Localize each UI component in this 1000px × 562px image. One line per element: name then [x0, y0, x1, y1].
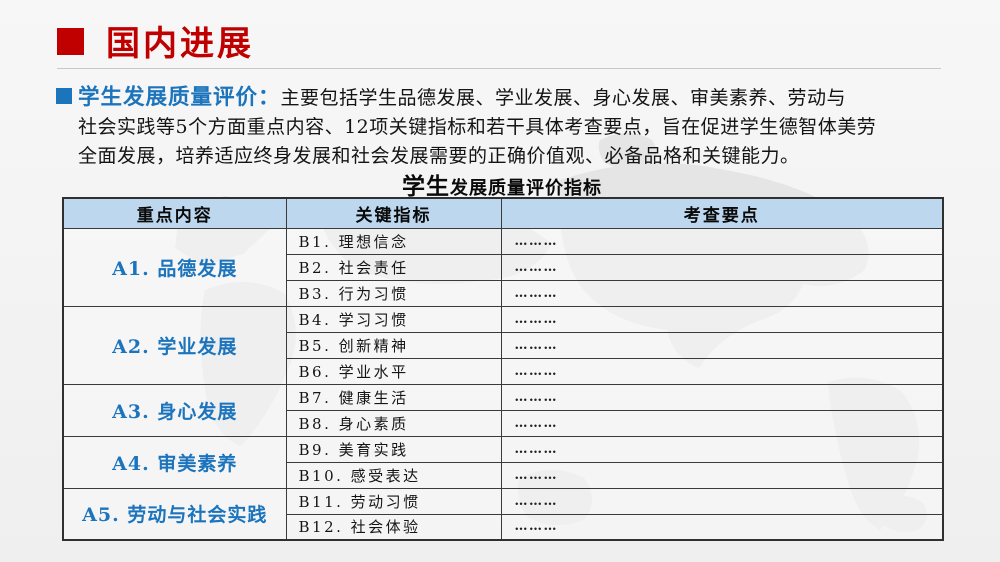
points-cell-b2: ……… — [500, 253, 944, 281]
points-cell-b3: ……… — [500, 279, 944, 307]
indicator-cell-b7: B7. 健康生活 — [285, 383, 502, 411]
intro-lead: 学生发展质量评价： — [78, 85, 281, 109]
table-caption: 学生发展质量评价指标 — [62, 167, 942, 201]
indicator-cell-b3: B3. 行为习惯 — [285, 279, 502, 307]
table-row: A1. 品德发展 B1. 理想信念 ……… — [62, 227, 944, 307]
table-caption-strong: 学生 — [402, 173, 450, 200]
indicator-cell-b12: B12. 社会体验 — [285, 513, 502, 541]
points-cell-b6: ……… — [500, 357, 944, 385]
content-cell-a1: A1. 品德发展 — [62, 227, 287, 307]
page-title: 国内进展 — [106, 25, 254, 63]
content-cell-a5: A5. 劳动与社会实践 — [62, 487, 287, 541]
header-key-indicator: 关键指标 — [285, 197, 502, 229]
header-exam-points: 考查要点 — [500, 197, 944, 229]
square-bullet-icon — [57, 28, 84, 55]
table-row: B12. 社会体验 ……… — [63, 513, 944, 541]
intro-line-3: 全面发展，培养适应终身发展和社会发展需要的正确价值观、必备品格和关键能力。 — [78, 145, 800, 167]
indicator-cell-b5: B5. 创新精神 — [285, 331, 502, 359]
indicator-cell-b11: B11. 劳动习惯 — [285, 487, 502, 515]
intro-paragraph: 学生发展质量评价：主要包括学生品德发展、学业发展、身心发展、审美素养、劳动与 社… — [78, 83, 953, 171]
table-row: A2. 学业发展 B4. 学习习惯 ……… — [62, 305, 944, 385]
intro-line-1: 主要包括学生品德发展、学业发展、身心发展、审美素养、劳动与 — [280, 87, 847, 109]
table-row: B3. 行为习惯 ……… — [63, 279, 944, 307]
intro-line-2: 社会实践等5个方面重点内容、12项关键指标和若干具体考查要点，旨在促进学生德智体… — [78, 116, 877, 138]
indicators-table: 重点内容 关键指标 考查要点 A1. 品德发展 B1. 理想信念 ……… B2.… — [62, 197, 944, 541]
points-cell-b8: ……… — [500, 409, 944, 437]
indicator-cell-b8: B8. 身心素质 — [285, 409, 502, 437]
table-row: A5. 劳动与社会实践 B11. 劳动习惯 ……… — [62, 487, 944, 541]
table-row: B8. 身心素质 ……… — [63, 409, 944, 437]
indicator-cell-b9: B9. 美育实践 — [285, 435, 502, 463]
indicator-cell-b2: B2. 社会责任 — [285, 253, 502, 281]
points-cell-b10: ……… — [500, 461, 944, 489]
points-cell-b5: ……… — [500, 331, 944, 359]
indicator-cell-b10: B10. 感受表达 — [285, 461, 502, 489]
title-divider — [57, 68, 941, 69]
points-cell-b12: ……… — [500, 513, 944, 541]
indicator-cell-b1: B1. 理想信念 — [285, 227, 502, 255]
content-cell-a4: A4. 审美素养 — [62, 435, 287, 489]
square-bullet-icon — [56, 88, 72, 104]
table-row: B2. 社会责任 ……… — [63, 253, 944, 281]
points-cell-b9: ……… — [500, 435, 944, 463]
content-cell-a2: A2. 学业发展 — [62, 305, 287, 385]
table-caption-rest: 发展质量评价指标 — [450, 178, 602, 199]
indicator-cell-b4: B4. 学习习惯 — [285, 305, 502, 333]
points-cell-b4: ……… — [500, 305, 944, 333]
table-header-row: 重点内容 关键指标 考查要点 — [62, 197, 944, 229]
indicator-cell-b6: B6. 学业水平 — [285, 357, 502, 385]
table-row: A3. 身心发展 B7. 健康生活 ……… — [62, 383, 944, 437]
table-row: A4. 审美素养 B9. 美育实践 ……… — [62, 435, 944, 489]
table-row: B5. 创新精神 ……… — [63, 331, 944, 359]
points-cell-b11: ……… — [500, 487, 944, 515]
points-cell-b7: ……… — [500, 383, 944, 411]
content-cell-a3: A3. 身心发展 — [62, 383, 287, 437]
table-row: B10. 感受表达 ……… — [63, 461, 944, 489]
header-key-content: 重点内容 — [62, 197, 287, 229]
points-cell-b1: ……… — [500, 227, 944, 255]
